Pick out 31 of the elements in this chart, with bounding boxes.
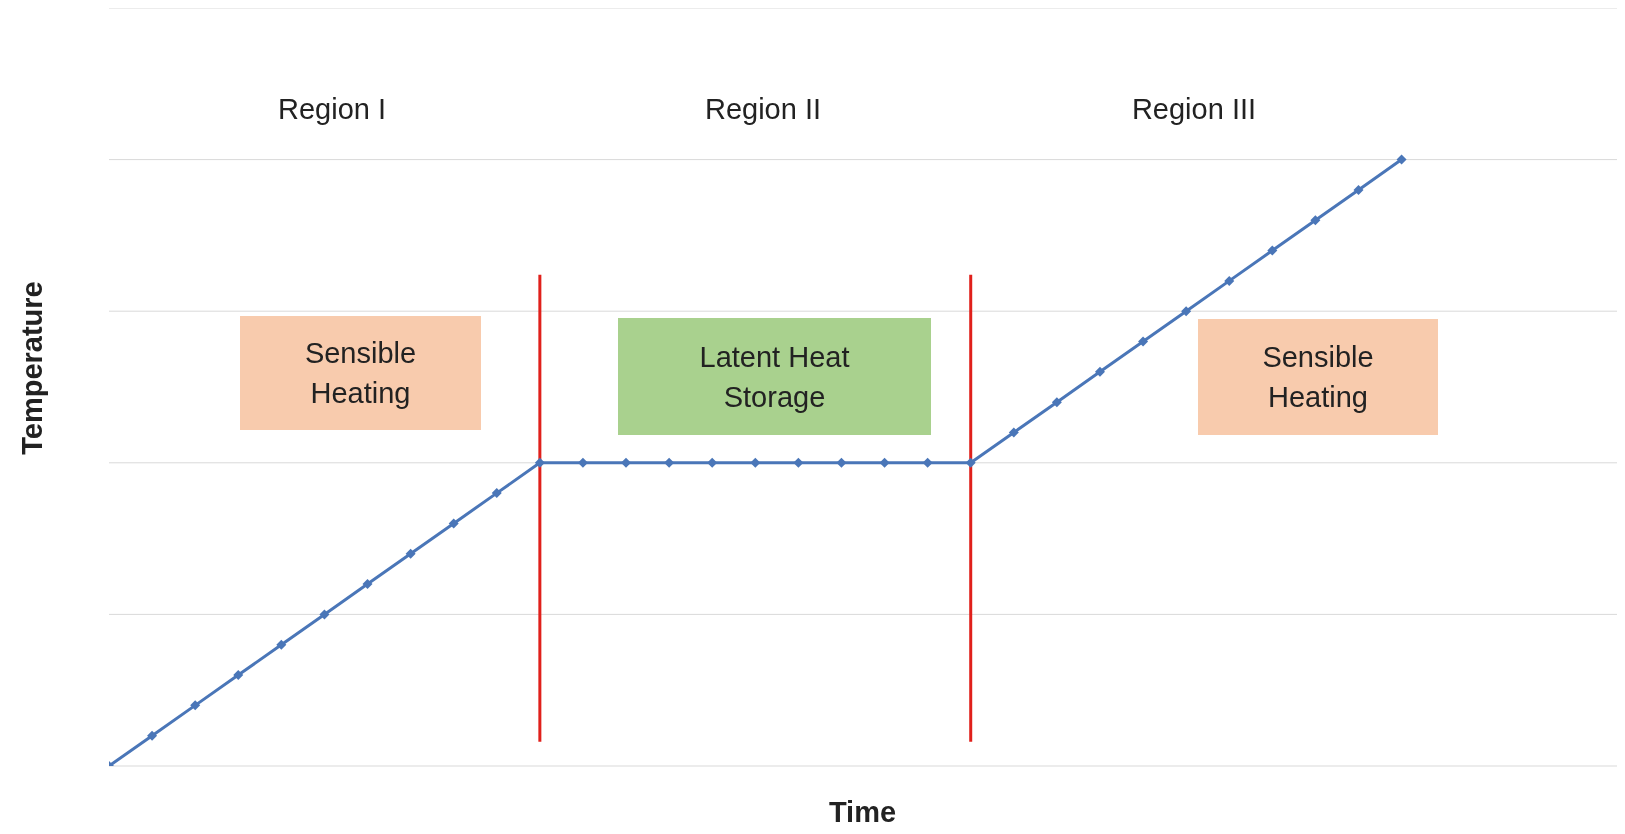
y-axis-title: Temperature xyxy=(15,280,49,457)
point xyxy=(319,609,330,620)
point xyxy=(1267,245,1278,256)
point xyxy=(1310,215,1321,226)
point xyxy=(276,639,287,650)
point xyxy=(793,457,804,468)
point xyxy=(879,457,890,468)
point xyxy=(405,548,416,559)
point xyxy=(1008,427,1019,438)
point xyxy=(233,670,244,681)
point xyxy=(1224,275,1235,286)
point xyxy=(836,457,847,468)
x-axis-title: Time xyxy=(827,796,898,829)
point xyxy=(1396,154,1407,165)
text: Region II xyxy=(703,92,823,127)
point xyxy=(1051,397,1062,408)
point xyxy=(965,457,976,468)
point xyxy=(362,579,373,590)
point xyxy=(1138,336,1149,347)
point xyxy=(1181,306,1192,317)
point xyxy=(534,457,545,468)
point xyxy=(491,488,502,499)
point xyxy=(750,457,761,468)
text: Region III xyxy=(1130,92,1258,127)
point xyxy=(1353,184,1364,195)
point xyxy=(1094,366,1105,377)
point xyxy=(190,700,201,711)
text: Region I xyxy=(277,92,387,127)
point xyxy=(448,518,459,529)
point xyxy=(147,730,158,741)
point xyxy=(922,457,933,468)
